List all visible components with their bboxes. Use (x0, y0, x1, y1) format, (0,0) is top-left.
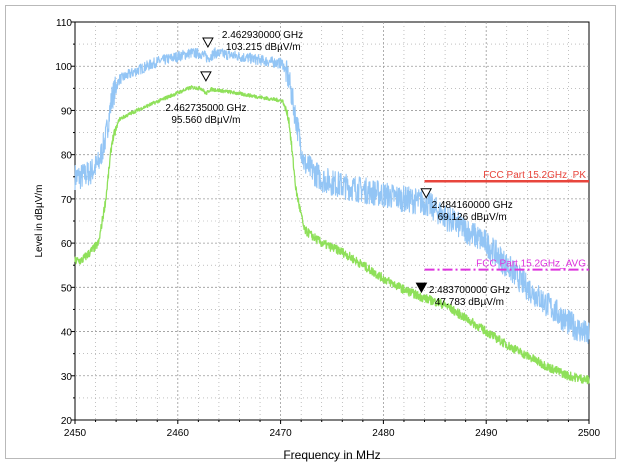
x-tick-label: 2470 (269, 428, 292, 439)
marker-4-level: 47.783 dBµV/m (435, 297, 504, 308)
x-tick-label: 2500 (578, 428, 601, 439)
marker-2-level: 95.560 dBµV/m (171, 115, 240, 126)
y-tick-label: 70 (61, 195, 73, 206)
y-tick-label: 100 (55, 62, 72, 73)
limit-lines: FCC Part 15.2GHz_PK FCC Part 15.2GHz_AVG (424, 170, 589, 271)
marker-2-frequency: 2.462735000 GHz (165, 103, 246, 114)
marker-3-triangle (420, 188, 433, 199)
axes: 2450 2460 2470 2480 2490 2500 20 30 40 50 60 70 80 90… (55, 18, 600, 439)
series-2-line (74, 85, 590, 385)
y-tick-label: 40 (61, 328, 73, 339)
x-tick-label: 2450 (64, 428, 87, 439)
series-layer (74, 47, 590, 385)
x-tick-label: 2480 (372, 428, 395, 439)
y-tick-label: 20 (61, 416, 73, 427)
marker-1-frequency: 2.462930000 GHz (222, 30, 303, 41)
limit-label-2: FCC Part 15.2GHz_AVG (476, 259, 586, 270)
limit-label-1: FCC Part 15.2GHz_PK (483, 170, 586, 181)
y-tick-label: 110 (56, 18, 72, 29)
marker-2-triangle (200, 71, 212, 82)
marker-1-triangle (202, 37, 214, 49)
series-1-line (74, 47, 590, 344)
y-tick-label: 30 (61, 372, 73, 383)
y-tick-label: 60 (61, 239, 73, 250)
y-tick-label: 80 (61, 151, 73, 162)
grid (75, 22, 589, 420)
x-tick-label: 2460 (167, 428, 190, 439)
marker-4-frequency: 2.483700000 GHz (429, 285, 510, 296)
y-tick-label: 50 (61, 283, 73, 294)
marker-4-triangle (415, 282, 428, 294)
x-tick-label: 2490 (475, 428, 498, 439)
y-axis-label: Level in dBµV/m (34, 184, 45, 257)
marker-3-level: 69.126 dBµV/m (438, 212, 507, 223)
y-tick-label: 90 (61, 106, 73, 117)
x-axis-label: Frequency in MHz (283, 448, 380, 462)
marker-3-frequency: 2.484160000 GHz (432, 200, 513, 211)
marker-1-level: 103.215 dBµV/m (226, 42, 301, 53)
